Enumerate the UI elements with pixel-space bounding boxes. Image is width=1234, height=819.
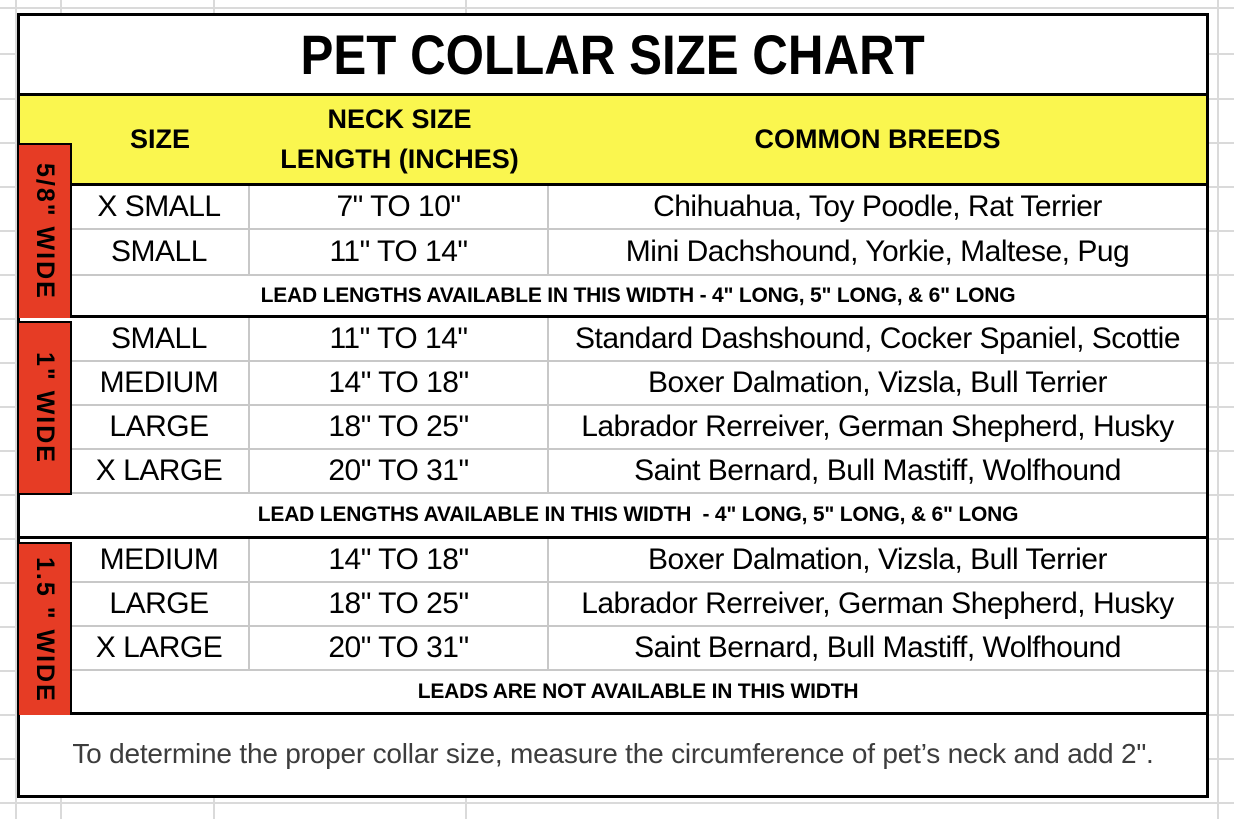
size-cell: MEDIUM <box>70 362 250 404</box>
size-cell: LARGE <box>70 406 250 448</box>
section-note-row: LEADS ARE NOT AVAILABLE IN THIS WIDTH <box>20 669 1206 712</box>
sheet-gridline-horizontal <box>0 802 1234 804</box>
size-cell: MEDIUM <box>70 539 250 581</box>
neck-header-line1: NECK SIZE <box>327 104 472 135</box>
size-cell: X LARGE <box>70 450 250 492</box>
neck-size-cell: 20" TO 31" <box>250 627 549 669</box>
width-strip-label: 5/8" WIDE <box>31 163 59 300</box>
common-breeds-cell: Mini Dachshound, Yorkie, Maltese, Pug <box>625 235 1130 268</box>
neck-size-cell: 20" TO 31" <box>250 450 549 492</box>
common-breeds-cell: Chihuahua, Toy Poodle, Rat Terrier <box>653 190 1102 223</box>
size-cell: LARGE <box>70 583 250 625</box>
sheet-gridline-horizontal <box>0 7 1234 9</box>
common-breeds-cell: Boxer Dalmation, Vizsla, Bull Terrier <box>648 543 1107 576</box>
common-breeds-cell: Labrador Rerreiver, German Shepherd, Hus… <box>581 587 1174 620</box>
width-strip-label: 1.5 " WIDE <box>31 556 59 703</box>
table-row: LARGE 18" TO 25" Labrador Rerreiver, Germa… <box>20 404 1206 448</box>
neck-header-line2: LENGTH (INCHES) <box>280 143 519 174</box>
common-breeds-cell: Standard Dashshound, Cocker Spaniel, Sco… <box>574 322 1181 355</box>
lead-availability-note: LEADS ARE NOT AVAILABLE IN THIS WIDTH <box>417 679 859 703</box>
table-row: SMALL 11" TO 14" Mini Dachshound, Yorkie, … <box>20 228 1206 274</box>
table-row: X SMALL 7" TO 10" Chihuahua, Toy Poodle, R… <box>20 186 1206 228</box>
column-header-size: SIZE <box>129 124 190 154</box>
column-header-common-breeds: COMMON BREEDS <box>754 124 1001 154</box>
table-row: SMALL 11" TO 14" Standard Dashshound, Cock… <box>20 315 1206 360</box>
lead-availability-note: LEAD LENGTHS AVAILABLE IN THIS WIDTH - 4… <box>260 283 1016 307</box>
width-strip: 5/8" WIDE <box>19 143 72 318</box>
measuring-instruction: To determine the proper collar size, mea… <box>72 737 1154 769</box>
size-cell: X LARGE <box>70 627 250 669</box>
page-title: PET COLLAR SIZE CHART <box>300 23 926 86</box>
table-row: X LARGE 20" TO 31" Saint Bernard, Bull Mas… <box>20 448 1206 492</box>
size-cell: X SMALL <box>70 186 250 228</box>
sheet-gridline-vertical <box>15 0 17 819</box>
table-row: MEDIUM 14" TO 18" Boxer Dalmation, Vizsla,… <box>20 536 1206 581</box>
width-strip-label: 1" WIDE <box>31 352 59 464</box>
section-note-row: LEAD LENGTHS AVAILABLE IN THIS WIDTH - 4… <box>20 274 1206 315</box>
table-row: MEDIUM 14" TO 18" Boxer Dalmation, Vizsla,… <box>20 360 1206 404</box>
common-breeds-cell: Saint Bernard, Bull Mastiff, Wolfhound <box>634 631 1121 664</box>
table-title-row: PET COLLAR SIZE CHART <box>20 16 1206 96</box>
table-row: X LARGE 20" TO 31" Saint Bernard, Bull Mas… <box>20 625 1206 669</box>
table-header-row: SIZE NECK SIZE LENGTH (INCHES) COMMON BR… <box>20 96 1206 186</box>
neck-size-cell: 18" TO 25" <box>250 406 549 448</box>
neck-size-cell: 11" TO 14" <box>250 318 549 360</box>
neck-size-cell: 18" TO 25" <box>250 583 549 625</box>
column-header-neck-size: NECK SIZE LENGTH (INCHES) <box>250 96 549 183</box>
lead-availability-note: LEAD LENGTHS AVAILABLE IN THIS WIDTH - 4… <box>257 503 1019 526</box>
common-breeds-cell: Saint Bernard, Bull Mastiff, Wolfhound <box>634 454 1121 487</box>
table-row: LARGE 18" TO 25" Labrador Rerreiver, Germa… <box>20 581 1206 625</box>
table-body: X SMALL 7" TO 10" Chihuahua, Toy Poodle, R… <box>20 186 1206 712</box>
width-strip: 1" WIDE <box>19 321 72 495</box>
neck-size-cell: 7" TO 10" <box>250 186 549 228</box>
collar-size-table: PET COLLAR SIZE CHART SIZE NECK SIZE LEN… <box>17 13 1209 798</box>
neck-size-cell: 14" TO 18" <box>250 539 549 581</box>
table-footer-row: To determine the proper collar size, mea… <box>20 712 1206 792</box>
neck-size-cell: 11" TO 14" <box>250 230 549 274</box>
section-note-row: LEAD LENGTHS AVAILABLE IN THIS WIDTH - 4… <box>20 492 1206 536</box>
size-cell: SMALL <box>70 318 250 360</box>
common-breeds-cell: Labrador Rerreiver, German Shepherd, Hus… <box>581 410 1174 443</box>
sheet-gridline-vertical <box>1217 0 1219 819</box>
size-cell: SMALL <box>70 230 250 274</box>
neck-size-cell: 14" TO 18" <box>250 362 549 404</box>
width-strip: 1.5 " WIDE <box>19 542 72 715</box>
common-breeds-cell: Boxer Dalmation, Vizsla, Bull Terrier <box>648 366 1107 399</box>
